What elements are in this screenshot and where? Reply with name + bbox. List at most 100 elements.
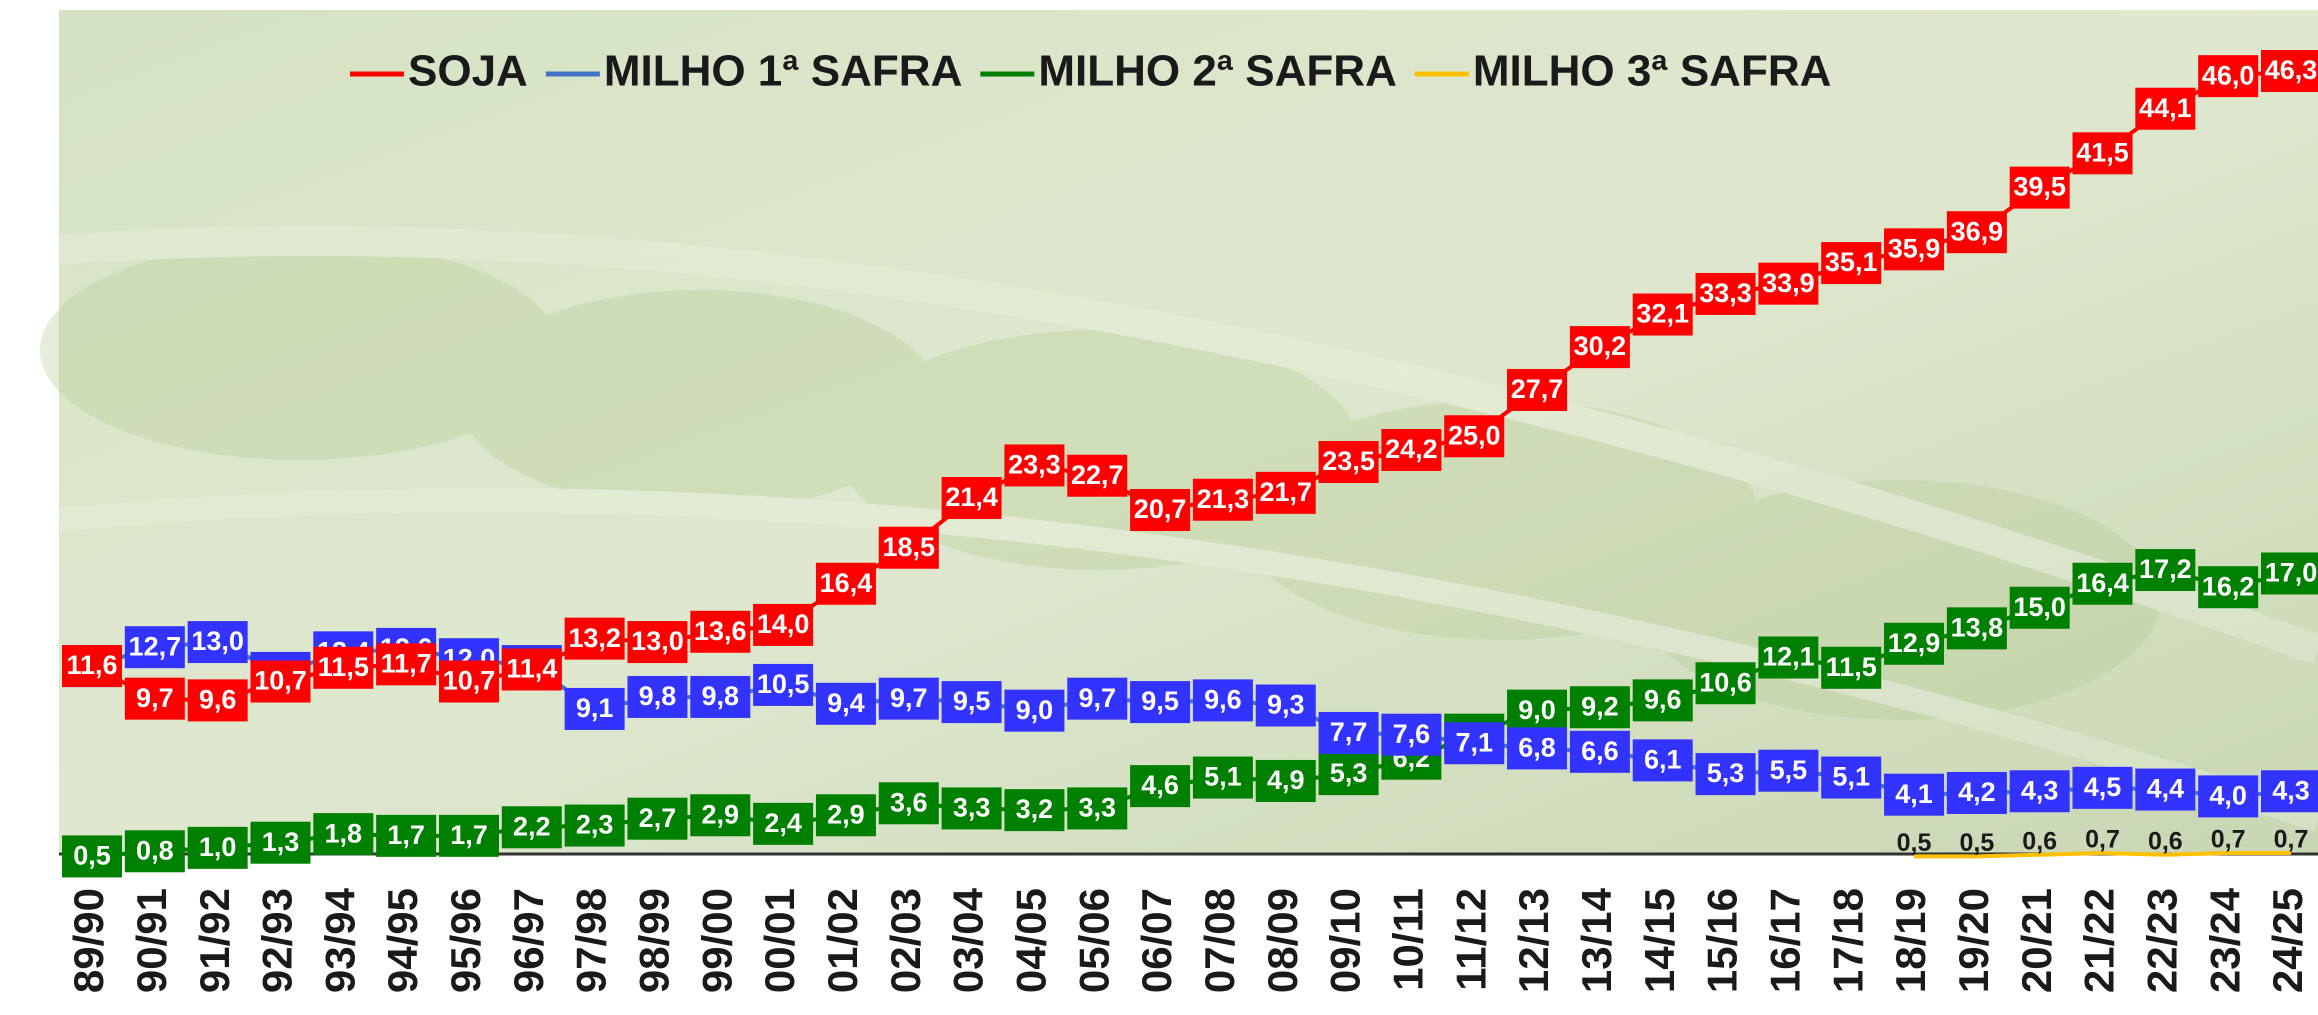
- data-label-box: [376, 814, 437, 857]
- data-label-box: [564, 617, 625, 660]
- x-tick-label: 06/07: [1133, 888, 1180, 993]
- data-label-box: [438, 814, 499, 857]
- data-label: 5,3: [1707, 758, 1745, 788]
- data-label: 32,1: [1636, 299, 1689, 329]
- data-label-box: [62, 645, 122, 688]
- data-label-box: [2198, 775, 2259, 818]
- data-label: 9,4: [827, 688, 865, 718]
- data-label-box: [1067, 454, 1128, 497]
- data-label: 5,5: [1770, 755, 1808, 785]
- data-label: 1,3: [262, 827, 300, 857]
- data-label: 6,6: [1581, 736, 1619, 766]
- data-label-box: [1004, 689, 1065, 732]
- data-label: 0,5: [1897, 829, 1932, 857]
- data-label: 0,6: [2148, 827, 2183, 855]
- data-label: 12,1: [1762, 642, 1815, 672]
- data-label-box: [250, 660, 311, 703]
- data-label: 2,4: [764, 808, 802, 838]
- data-label: 4,1: [1895, 779, 1933, 809]
- data-label-box: [690, 675, 751, 718]
- data-label: 14,0: [757, 609, 810, 639]
- data-label: 33,3: [1699, 278, 1752, 308]
- data-label-box: [1507, 689, 1568, 732]
- data-label: 4,0: [2209, 781, 2247, 811]
- data-label-box: [627, 675, 688, 718]
- x-tick-label: 14/15: [1636, 888, 1683, 993]
- data-label-box: [124, 830, 185, 873]
- x-tick-label: 98/99: [631, 888, 678, 993]
- data-label: 0,6: [2022, 827, 2057, 855]
- data-label: 46,3: [2265, 55, 2318, 85]
- data-label: 9,8: [639, 681, 677, 711]
- data-label-box: [2135, 549, 2196, 592]
- data-label: 5,3: [1330, 758, 1368, 788]
- data-label: 2,3: [576, 810, 614, 840]
- x-tick-label: 21/22: [2076, 888, 2123, 993]
- data-label: 11,5: [1826, 652, 1877, 682]
- data-label: 7,7: [1330, 717, 1368, 747]
- data-label: 33,9: [1762, 268, 1815, 298]
- x-tick-label: 01/02: [819, 888, 866, 993]
- data-label: 22,7: [1071, 460, 1124, 490]
- data-label-box: [2072, 562, 2133, 605]
- data-label-box: [501, 648, 562, 691]
- data-label: 9,3: [1267, 690, 1305, 720]
- data-label: 5,1: [1832, 762, 1870, 792]
- data-label: 10,7: [254, 666, 307, 696]
- data-label: 15,0: [2013, 592, 2066, 622]
- legend-label: MILHO 2ª SAFRA: [1038, 47, 1397, 96]
- x-tick-label: 13/14: [1573, 887, 1620, 993]
- data-label: 2,7: [639, 803, 677, 833]
- data-label: 6,1: [1644, 745, 1682, 775]
- data-label-box: [1192, 756, 1253, 799]
- x-tick-label: 18/19: [1887, 888, 1934, 993]
- data-label-box: [1884, 773, 1945, 816]
- data-label-box: [1507, 727, 1568, 770]
- data-label-box: [1632, 679, 1693, 722]
- x-tick-label: 15/16: [1699, 888, 1746, 993]
- data-label: 13,6: [694, 616, 747, 646]
- data-label: 9,0: [1518, 695, 1556, 725]
- data-label: 0,5: [1959, 829, 1994, 857]
- data-label: 4,3: [2021, 775, 2059, 805]
- data-label-box: [1821, 242, 1882, 285]
- x-tick-label: 00/01: [756, 888, 803, 993]
- data-label: 9,6: [199, 684, 237, 714]
- data-label-box: [1695, 662, 1756, 705]
- data-label: 13,0: [631, 626, 684, 656]
- data-label-box: [1758, 749, 1819, 792]
- data-label: 10,5: [757, 669, 810, 699]
- data-label: 3,6: [890, 787, 928, 817]
- data-label-box: [1004, 444, 1065, 487]
- data-label: 9,1: [576, 693, 614, 723]
- legend: SOJA MILHO 1ª SAFRA MILHO 2ª SAFRA MILHO 3ª…: [350, 47, 1831, 96]
- data-label: 10,7: [443, 666, 496, 696]
- data-label-box: [1946, 607, 2007, 650]
- data-label-box: [878, 526, 939, 569]
- data-label: 24,2: [1385, 434, 1438, 464]
- data-label: 1,8: [325, 818, 363, 848]
- data-label-box: [1884, 622, 1945, 665]
- data-label-box: [2261, 50, 2318, 93]
- x-tick-label: 24/25: [2264, 888, 2311, 993]
- data-label-box: [1381, 428, 1442, 471]
- data-label-box: [1318, 441, 1379, 483]
- data-label: 21,4: [945, 482, 998, 512]
- data-label: 1,7: [450, 820, 488, 850]
- x-tick-label: 03/04: [945, 887, 992, 993]
- data-label: 2,2: [513, 811, 551, 841]
- x-tick-label: 90/91: [128, 888, 175, 993]
- data-label-box: [1255, 471, 1316, 514]
- data-label: 11,6: [66, 650, 117, 680]
- data-label: 7,1: [1455, 727, 1493, 757]
- data-label-box: [62, 835, 122, 878]
- data-label: 11,5: [318, 652, 369, 682]
- data-label-box: [2009, 166, 2070, 209]
- data-label: 21,7: [1259, 477, 1312, 507]
- data-label-box: [1569, 686, 1630, 729]
- data-label: 9,5: [1141, 686, 1179, 716]
- data-label-box: [941, 787, 1002, 830]
- x-tick-label: 08/09: [1259, 888, 1306, 993]
- data-label-box: [1192, 679, 1253, 722]
